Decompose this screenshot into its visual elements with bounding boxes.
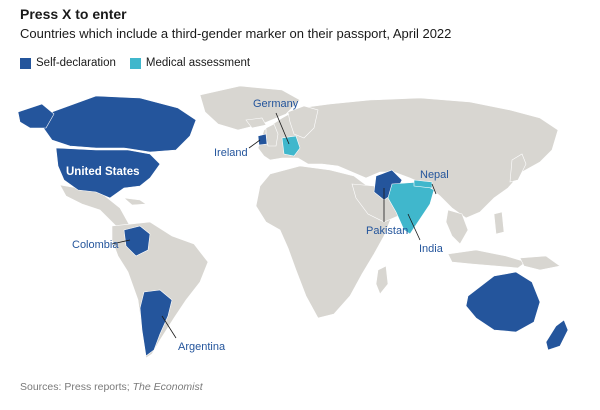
leader-ireland: [248, 139, 261, 149]
europe-asia: [257, 97, 559, 219]
chart-title: Press X to enter: [20, 6, 127, 22]
caribbean: [123, 197, 147, 206]
leader-germany: [275, 112, 290, 145]
label-nepal: Nepal: [420, 169, 449, 181]
africa: [255, 165, 393, 319]
new-guinea: [519, 255, 561, 271]
label-colombia: Colombia: [72, 239, 119, 251]
united-states: [55, 147, 161, 199]
label-ireland: Ireland: [214, 147, 248, 159]
legend-swatch-self-declaration: [20, 57, 31, 69]
iceland: [245, 117, 267, 129]
scandinavia: [287, 105, 319, 139]
ireland: [257, 133, 268, 146]
leader-nepal: [431, 183, 437, 195]
germany: [281, 135, 301, 157]
greenland: [199, 85, 301, 131]
legend-label-medical-assessment: Medical assessment: [145, 57, 251, 69]
self-declaration-countries: [17, 95, 569, 357]
leader-lines: [111, 112, 437, 339]
source-publication: The Economist: [132, 381, 203, 393]
medical-assessment-countries: [281, 135, 435, 235]
leader-argentina: [161, 315, 177, 339]
colombia: [123, 225, 151, 257]
canada: [41, 95, 197, 153]
label-pakistan: Pakistan: [366, 225, 408, 237]
australia: [465, 271, 541, 333]
legend-item-medical-assessment: Medical assessment: [129, 57, 251, 69]
nepal: [413, 179, 433, 189]
source-prefix: Sources: Press reports;: [20, 381, 133, 393]
indonesia: [447, 249, 527, 269]
country-labels: United States Germany Ireland Nepal Paki…: [66, 98, 449, 353]
label-united-states: United States: [66, 166, 140, 178]
label-india: India: [419, 243, 444, 255]
legend-item-self-declaration: Self-declaration: [20, 57, 116, 69]
label-germany: Germany: [253, 98, 299, 110]
leader-india: [407, 213, 421, 241]
alaska: [17, 103, 55, 129]
japan: [509, 153, 527, 183]
southeast-asia: [445, 209, 469, 245]
argentina: [139, 289, 173, 357]
new-zealand: [545, 319, 569, 351]
source-note: Sources: Press reports; The Economist: [20, 381, 203, 393]
world-map: United States Germany Ireland Nepal Paki…: [17, 85, 569, 359]
philippines: [493, 211, 505, 235]
legend-swatch-medical-assessment: [129, 57, 141, 69]
legend: Self-declaration Medical assessment: [20, 57, 250, 69]
madagascar: [375, 265, 389, 295]
chart-subtitle: Countries which include a third-gender m…: [20, 26, 452, 41]
leader-colombia: [111, 239, 131, 245]
legend-label-self-declaration: Self-declaration: [36, 57, 116, 69]
label-argentina: Argentina: [178, 341, 226, 353]
